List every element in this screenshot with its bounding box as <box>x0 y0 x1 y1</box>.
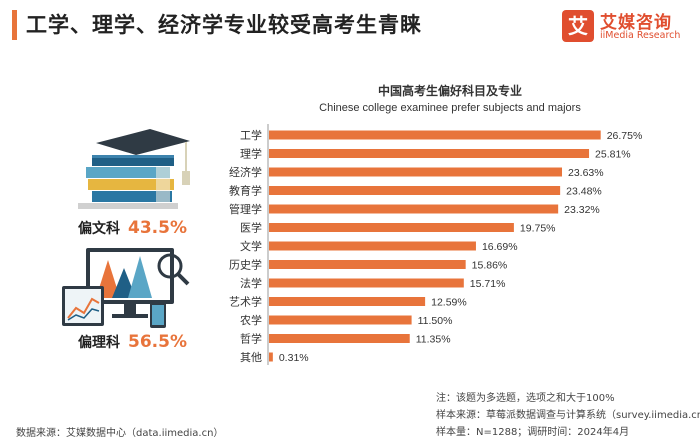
bar <box>269 223 514 232</box>
bar <box>269 315 412 325</box>
sample-source: 样本来源：草莓派数据调查与计算系统（survey.iimedia.cn） <box>436 410 700 421</box>
brand-logo: 艾 艾媒咨询 iiMedia Research <box>562 8 688 44</box>
bar <box>269 186 561 195</box>
data-label: 16.69% <box>482 241 518 253</box>
data-label: 0.31% <box>279 352 309 364</box>
category-label: 其他 <box>240 351 262 364</box>
sample-info: 样本量：N=1288；调研时间：2024年4月 <box>436 427 630 438</box>
science-label: 偏理科 <box>78 335 120 351</box>
data-label: 23.63% <box>568 167 604 179</box>
brand-name: 艾媒咨询 <box>600 13 672 33</box>
multi-select-note: 注：该题为多选题，选项之和大于100% <box>436 393 615 404</box>
data-label: 23.48% <box>566 186 602 198</box>
category-label: 管理学 <box>229 202 262 216</box>
bar <box>269 334 410 343</box>
data-label: 15.86% <box>472 260 508 272</box>
books-graduation-cap-icon <box>78 129 190 209</box>
category-label: 哲学 <box>240 332 262 346</box>
category-label: 法学 <box>240 276 262 290</box>
data-label: 12.59% <box>431 297 467 309</box>
footnotes: 注：该题为多选题，选项之和大于100% 样本来源：草莓派数据调查与计算系统（su… <box>436 390 700 441</box>
title-accent-bar <box>12 10 17 40</box>
brand-subtitle: iiMedia Research <box>600 30 681 41</box>
chart-title: 中国高考生偏好科目及专业 <box>377 84 522 98</box>
bar <box>269 241 476 251</box>
bar <box>269 352 273 362</box>
bar <box>269 167 563 177</box>
data-source: 数据来源：艾媒数据中心（data.iimedia.cn） <box>16 428 224 439</box>
liberal-arts-value: 43.5% <box>128 218 187 238</box>
science-value: 56.5% <box>128 332 187 352</box>
data-label: 19.75% <box>520 223 556 235</box>
bar <box>269 297 426 306</box>
brand-logo-icon: 艾 <box>562 10 594 42</box>
data-label: 15.71% <box>470 278 506 290</box>
category-label: 工学 <box>240 128 262 142</box>
data-label: 11.35% <box>416 334 451 346</box>
category-label: 医学 <box>240 221 262 235</box>
data-label: 23.32% <box>564 204 600 216</box>
data-analysis-monitor-icon <box>62 248 190 328</box>
page-title: 工学、理学、经济学专业较受高考生青睐 <box>26 13 422 37</box>
bar <box>269 204 559 214</box>
data-label: 25.81% <box>595 149 631 161</box>
category-label: 农学 <box>240 313 262 327</box>
category-label: 教育学 <box>229 184 262 198</box>
chart-subtitle: Chinese college examinee prefer subjects… <box>319 102 581 114</box>
data-label: 11.50% <box>418 315 453 327</box>
subject-preference-bar-chart: 工学 26.75% 理学 25.81% 经济学 23.63% 教育学 23.48% 管理学 23.… <box>229 124 643 365</box>
liberal-arts-stat: 偏文科 43.5% <box>78 218 187 240</box>
category-label: 历史学 <box>229 258 262 272</box>
bar <box>269 260 466 269</box>
liberal-arts-label: 偏文科 <box>78 221 120 237</box>
category-label: 理学 <box>240 147 262 161</box>
science-stat: 偏理科 56.5% <box>78 332 187 354</box>
category-label: 经济学 <box>229 165 262 179</box>
bar <box>269 130 601 140</box>
bar <box>269 278 464 288</box>
category-label: 艺术学 <box>229 295 262 309</box>
category-label: 文学 <box>240 239 262 253</box>
bar <box>269 149 590 158</box>
data-label: 26.75% <box>607 130 643 142</box>
